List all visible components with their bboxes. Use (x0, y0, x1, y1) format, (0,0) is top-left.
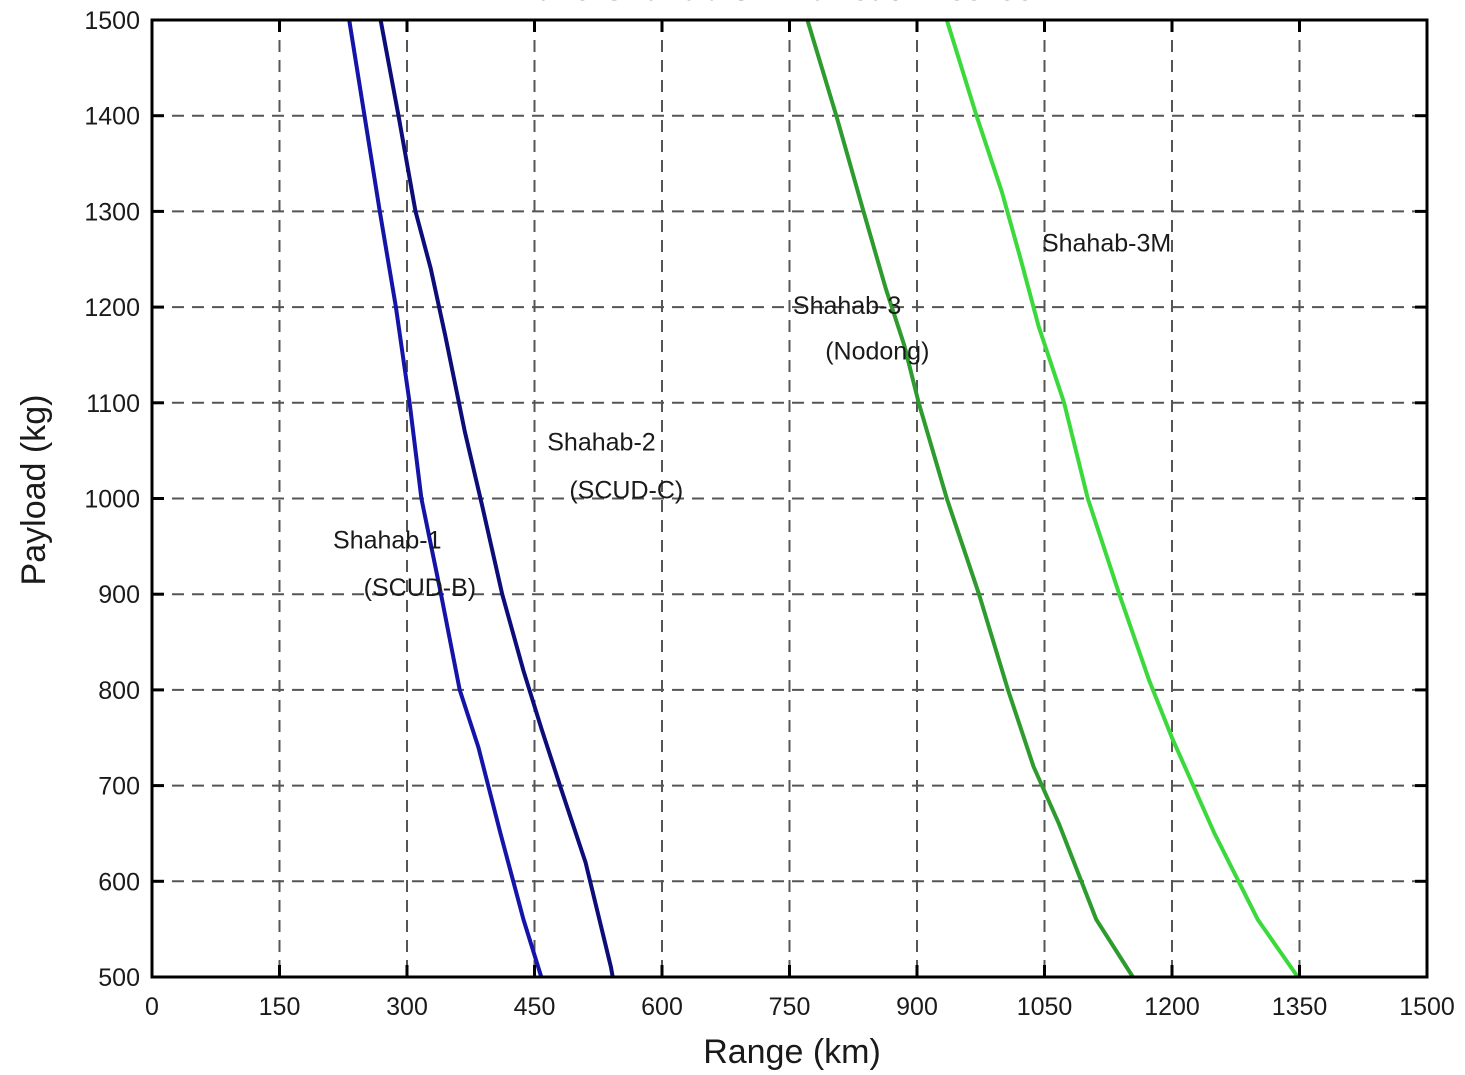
series-annotation: (Nodong) (825, 338, 929, 366)
series-annotation: Shahab-3M (1042, 230, 1171, 258)
x-tick-label: 900 (896, 993, 938, 1021)
x-tick-label: 600 (641, 993, 683, 1021)
y-tick-label: 1200 (84, 294, 140, 322)
x-tick-label: 1200 (1144, 993, 1200, 1021)
series-annotation: Shahab-1 (333, 526, 441, 554)
y-axis-label: Payload (kg) (15, 395, 53, 586)
series-lines (347, 19, 1300, 979)
series-annotation: Shahab-3 (793, 292, 901, 320)
x-tick-label: 0 (145, 993, 159, 1021)
grid (152, 20, 1427, 977)
x-tick-label: 300 (386, 993, 428, 1021)
y-tick-label: 900 (98, 581, 140, 609)
x-tick-label: 750 (769, 993, 811, 1021)
series-line-1 (347, 19, 544, 978)
y-tick-label: 800 (98, 677, 140, 705)
x-tick-label: 450 (514, 993, 556, 1021)
y-tick-label: 1000 (84, 486, 140, 514)
y-tick-label: 700 (98, 773, 140, 801)
series-annotation: (SCUD-C) (569, 477, 683, 505)
chart-title: and Shahab-3M Ballistic Missiles (537, 0, 1034, 8)
series-line-2 (378, 19, 615, 978)
series-annotation: Shahab-2 (547, 429, 655, 457)
x-tick-label: 1050 (1017, 993, 1073, 1021)
series-line-4 (944, 19, 1300, 979)
annotations: Shahab-1 (SCUD-B) Shahab-2 (SCUD-C) Shahab-3… (333, 230, 1171, 603)
y-tick-label: 600 (98, 868, 140, 896)
x-tick-label: 1500 (1399, 993, 1455, 1021)
x-axis-label: Range (km) (703, 1033, 881, 1071)
series-annotation: (SCUD-B) (364, 574, 477, 602)
plot-frame (150, 18, 1429, 979)
x-tick-label: 1350 (1272, 993, 1328, 1021)
y-tick-label: 1300 (84, 198, 140, 226)
y-tick-label: 1100 (86, 390, 140, 418)
y-tick-label: 1400 (84, 103, 140, 131)
series-line-3 (805, 19, 1135, 979)
axis-ticks: 0 150 300 450 600 750 900 1050 1200 1350 1500 500 60… (84, 7, 1454, 1021)
y-tick-label: 500 (98, 964, 140, 992)
x-tick-label: 150 (259, 993, 301, 1021)
y-tick-label: 1500 (84, 7, 140, 35)
